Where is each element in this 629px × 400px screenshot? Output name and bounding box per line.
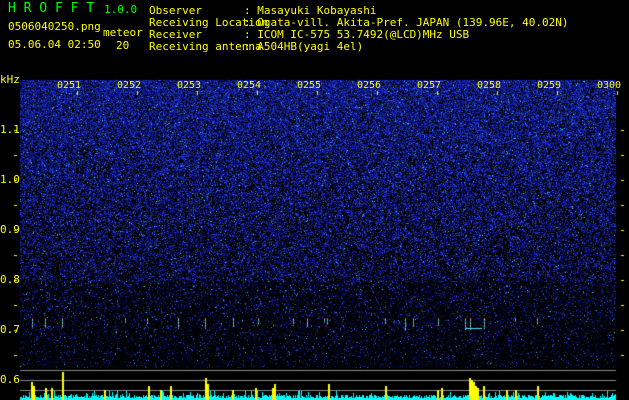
info-value: : Masayuki Kobayashi	[244, 4, 377, 17]
meteor-label: meteor	[103, 26, 143, 39]
time-label: 0259	[537, 80, 562, 91]
time-label: 0252	[117, 80, 142, 91]
y-axis-label: 1.1	[0, 123, 20, 136]
info-label: Receiving Location	[149, 16, 269, 29]
info-value: : A504HB(yagi 4el)	[244, 40, 364, 53]
time-label: 0257	[417, 80, 442, 91]
time-label: 0254	[237, 80, 262, 91]
y-axis-label: 1.0	[0, 173, 20, 186]
app-title: H R O F F T	[8, 1, 95, 16]
axis-unit: kHz	[0, 73, 20, 86]
info-label: Observer	[149, 4, 202, 17]
time-label: 0258	[477, 80, 502, 91]
info-value: : Ogata-vill. Akita-Pref. JAPAN (139.96E…	[244, 16, 569, 29]
time-label: 0253	[177, 80, 202, 91]
meteor-count: 20	[116, 39, 130, 52]
time-label: 0256	[357, 80, 382, 91]
y-axis-label: 0.9	[0, 223, 20, 236]
y-axis-label: 0.8	[0, 273, 20, 286]
time-label: 0300	[597, 80, 622, 91]
info-value: : ICOM IC-575 53.7492(@LCD)MHz USB	[244, 28, 470, 41]
file-name: 0506040250.png	[8, 20, 101, 33]
app-version: 1.0.0	[104, 3, 138, 16]
y-axis-label: 0.7	[0, 323, 20, 336]
info-label: Receiving antenna	[149, 40, 262, 53]
file-datetime: 05.06.04 02:50	[8, 38, 101, 51]
time-label: 0255	[297, 80, 322, 91]
time-label: 0251	[57, 80, 82, 91]
y-axis-label: 0.6	[0, 373, 20, 386]
info-label: Receiver	[149, 28, 202, 41]
